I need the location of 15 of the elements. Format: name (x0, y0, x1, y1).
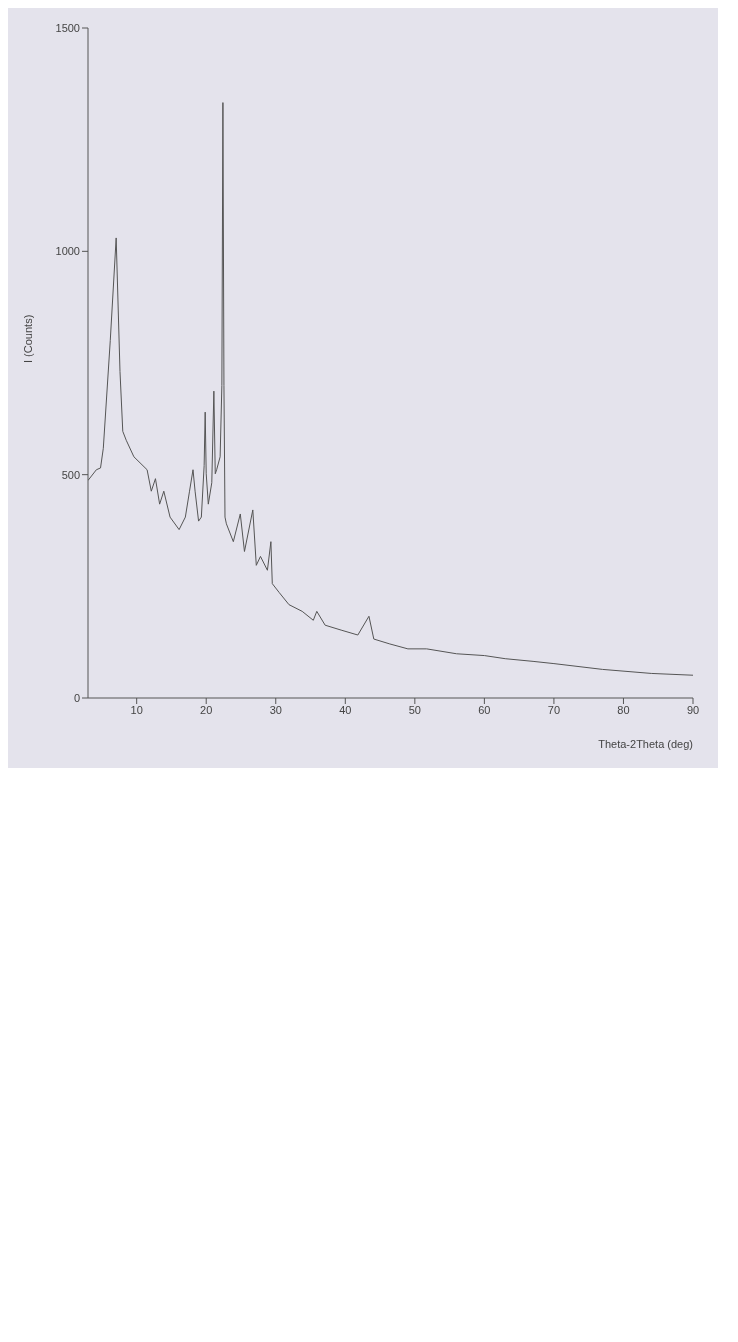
x-tick-label: 90 (686, 703, 700, 716)
y-axis-title: I (Counts) (21, 314, 34, 363)
x-tick-label: 30 (269, 703, 282, 716)
y-tick-label: 500 (61, 468, 80, 481)
x-tick-label: 10 (130, 703, 143, 716)
x-axis-title: Theta-2Theta (deg) (598, 738, 693, 750)
x-tick-label: 40 (339, 703, 352, 716)
y-tick-label: 1000 (55, 245, 80, 258)
x-tick-label: 20 (200, 703, 213, 716)
x-tick-label: 70 (547, 703, 561, 716)
y-tick-label: 0 (73, 691, 80, 704)
x-tick-label: 60 (478, 703, 491, 716)
x-tick-label: 80 (617, 703, 630, 716)
y-tick-label: 1500 (55, 21, 80, 34)
x-tick-label: 50 (408, 703, 421, 716)
